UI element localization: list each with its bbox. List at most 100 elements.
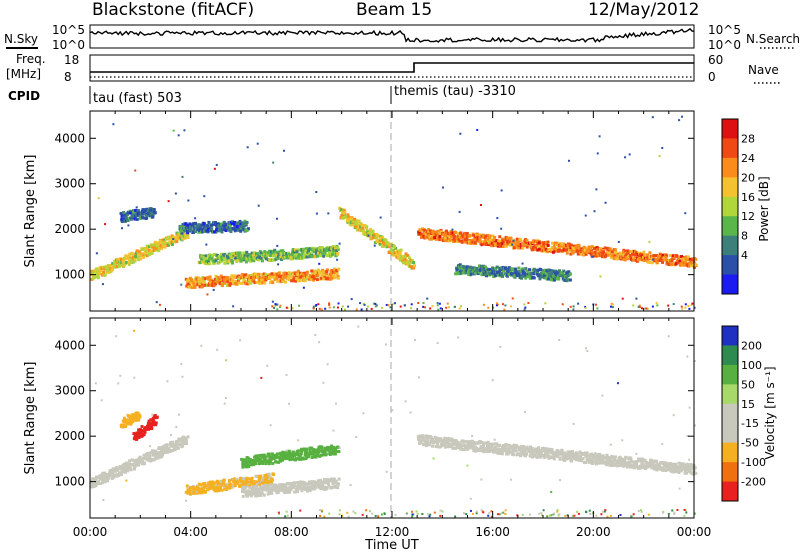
power-scatter-point (604, 201, 607, 204)
power-scatter-point (536, 272, 540, 276)
noise-search-label: N.Search (746, 32, 800, 46)
power-scatter-point (306, 275, 310, 279)
velocity-scatter-point (120, 423, 124, 427)
power-scatter-point (238, 251, 242, 255)
velocity-scatter-point (322, 450, 326, 454)
power-scatter-point (259, 277, 263, 281)
power-scatter-point (504, 266, 508, 270)
power-scatter-point (512, 239, 515, 242)
velocity-scatter-point (134, 434, 138, 438)
power-scatter-point (296, 248, 300, 252)
velocity-scatter-point (286, 452, 290, 456)
power-scatter-point (213, 221, 217, 225)
power-scatter-point (147, 245, 151, 249)
power-scatter-point (489, 268, 493, 272)
power-scatter-point (493, 235, 497, 239)
power-scatter-point (329, 269, 333, 273)
power-scatter-point (678, 119, 681, 122)
power-scatter-point (166, 241, 170, 245)
power-scatter-point (521, 246, 525, 250)
power-scatter-point (234, 257, 237, 260)
velocity-scatter-point (244, 460, 248, 464)
power-scatter-point (274, 304, 277, 307)
power-scatter-point (562, 245, 566, 249)
power-scatter-point (577, 302, 580, 305)
power-scatter-point (360, 229, 364, 233)
velocity-scatter-point (509, 445, 513, 449)
velocity-scatter-point (662, 464, 666, 468)
power-scatter-point (483, 236, 487, 240)
power-scatter-point (626, 249, 630, 253)
power-scatter-point (233, 221, 237, 225)
velocity-scatter-point (143, 429, 147, 433)
power-scatter-point (252, 259, 256, 263)
power-scatter-point (198, 229, 202, 233)
velocity-scatter-point (586, 454, 590, 458)
velocity-scatter-point (308, 447, 312, 451)
power-scatter-point (496, 270, 500, 274)
power-scatter-point (330, 252, 334, 256)
power-scatter-point (196, 282, 200, 286)
power-colorbar-segment (722, 177, 738, 198)
power-scatter-point (143, 251, 147, 255)
power-scatter-point (680, 115, 683, 118)
velocity-scatter-point (543, 449, 547, 453)
power-scatter-point (95, 267, 99, 271)
power-scatter-point (319, 246, 323, 250)
power-scatter-point (183, 226, 187, 230)
power-scatter-point (500, 274, 504, 278)
velocity-scatter-point (299, 480, 303, 484)
power-scatter-point (215, 224, 219, 228)
power-scatter-point (514, 267, 518, 271)
power-scatter-point (235, 225, 239, 229)
power-colorbar-segment (722, 196, 738, 217)
power-scatter-point (228, 283, 232, 287)
power-scatter-point (560, 249, 564, 253)
power-scatter-point (326, 253, 330, 257)
power-scatter-point (395, 251, 399, 255)
velocity-scatter-point (94, 479, 98, 483)
velocity-scatter-point (211, 480, 215, 484)
velocity-scatter-point (469, 440, 473, 444)
power-scatter-point (132, 253, 136, 257)
velocity-scatter-point (463, 445, 467, 449)
velocity-scatter-point (484, 441, 488, 445)
power-scatter-point (556, 247, 560, 251)
power-scatter-point (294, 279, 298, 283)
power-scatter-point (394, 254, 398, 258)
velocity-scatter-point (539, 451, 543, 455)
power-scatter-point (619, 251, 623, 255)
power-scatter-point (417, 301, 420, 304)
power-scatter-point (320, 308, 323, 311)
power-scatter-point (292, 276, 296, 280)
velocity-scatter-point (279, 483, 283, 487)
velocity-scatter-point (455, 444, 459, 448)
power-scatter-point (228, 277, 232, 281)
velocity-scatter-point (595, 457, 599, 461)
velocity-scatter-point (304, 482, 308, 486)
power-scatter-point (298, 253, 302, 257)
power-scatter-point (200, 257, 204, 261)
power-scatter-point (427, 233, 431, 237)
power-scatter-point (528, 276, 532, 280)
velocity-scatter-point (448, 444, 452, 448)
velocity-scatter-point (254, 487, 258, 491)
velocity-scatter-point (623, 457, 627, 461)
power-scatter-point (326, 274, 330, 278)
power-scatter-point (636, 259, 640, 263)
power-plot-background (90, 111, 694, 311)
power-scatter-point (276, 303, 279, 306)
power-scatter-point (551, 250, 555, 254)
power-scatter-point (117, 264, 121, 268)
power-scatter-point (359, 302, 362, 305)
power-scatter-point (270, 275, 274, 279)
power-scatter-point (679, 262, 683, 266)
power-scatter-point (242, 258, 246, 262)
velocity-scatter-point (503, 446, 507, 450)
velocity-scatter-point (523, 454, 527, 458)
power-scatter-point (688, 263, 692, 267)
velocity-scatter-point (634, 463, 638, 467)
power-scatter-point (315, 269, 319, 273)
velocity-scatter-point (319, 484, 323, 488)
velocity-scatter-point (296, 487, 300, 491)
